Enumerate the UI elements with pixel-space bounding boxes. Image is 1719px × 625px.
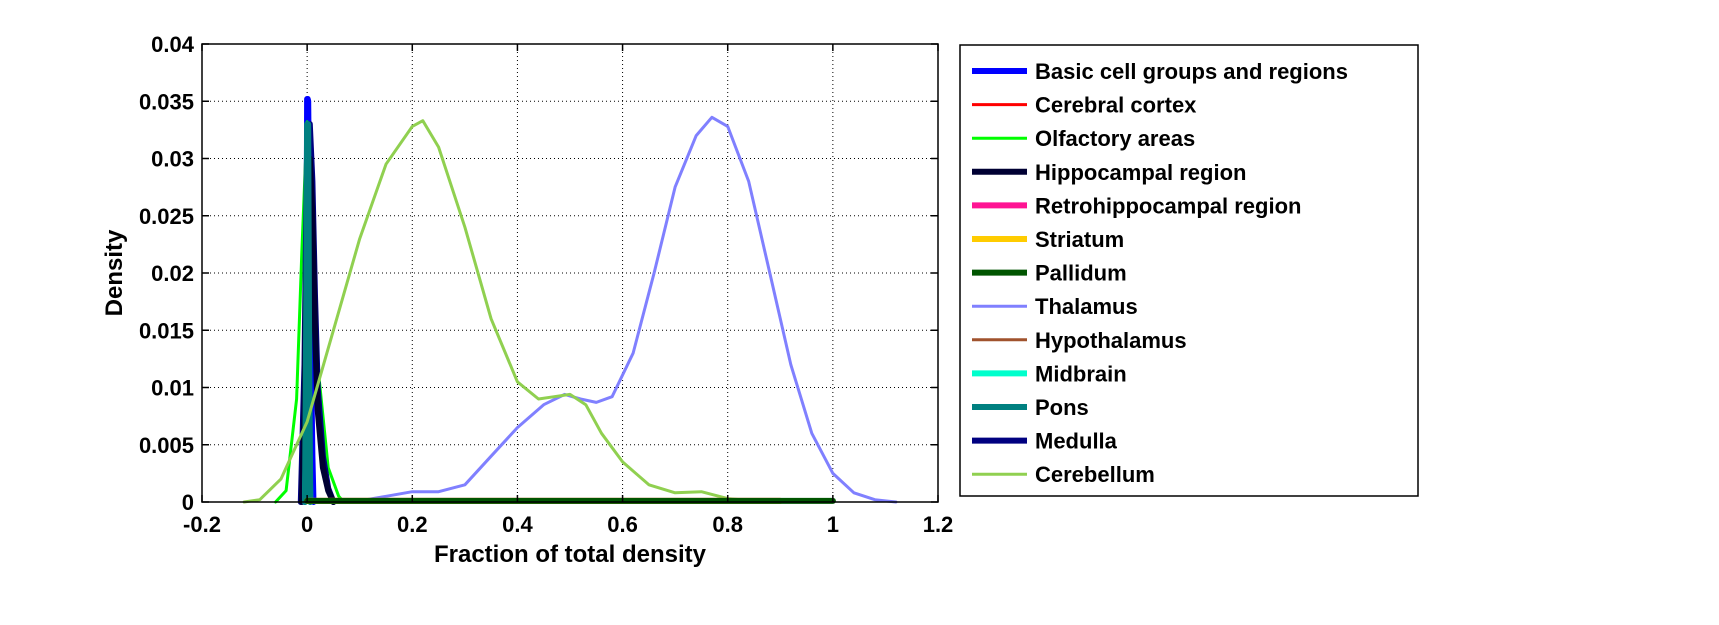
legend-label-hypothalamus: Hypothalamus <box>1035 328 1187 353</box>
legend-label-striatum: Striatum <box>1035 227 1124 252</box>
x-tick-label: 0.4 <box>502 512 533 537</box>
axis-ticks: -0.2 0 0.2 0.4 0.6 0.8 1 1.200.0050.010.0150.02… <box>139 32 953 537</box>
legend-label-olfactory-areas: Olfactory areas <box>1035 126 1195 151</box>
y-tick-label: 0.035 <box>139 89 194 114</box>
y-tick-label: 0 <box>182 490 194 515</box>
legend-label-retrohippocampal-region: Retrohippocampal region <box>1035 193 1301 218</box>
series-line-cerebellum <box>242 119 782 504</box>
y-tick-label: 0.04 <box>151 32 195 57</box>
x-tick-label: 0 <box>301 512 313 537</box>
x-tick-label: 0.2 <box>397 512 428 537</box>
x-axis-label: Fraction of total density <box>434 541 707 568</box>
series-line-thalamus <box>305 115 898 504</box>
y-axis-label: Density <box>101 229 128 316</box>
x-tick-label: 1.2 <box>923 512 954 537</box>
y-tick-label: 0.005 <box>139 433 194 458</box>
legend-label-basic-cell-groups-and-regions: Basic cell groups and regions <box>1035 59 1348 84</box>
legend-label-hippocampal-region: Hippocampal region <box>1035 160 1246 185</box>
legend-box <box>959 44 1419 497</box>
legend-label-cerebral-cortex: Cerebral cortex <box>1035 93 1197 118</box>
x-tick-label: -0.2 <box>183 512 221 537</box>
legend: Basic cell groups and regions Cerebral co… <box>959 44 1419 497</box>
x-tick-label: 0.6 <box>607 512 638 537</box>
y-tick-label: 0.03 <box>151 147 194 172</box>
y-tick-label: 0.01 <box>151 376 194 401</box>
legend-label-pallidum: Pallidum <box>1035 261 1127 286</box>
y-tick-label: 0.015 <box>139 318 194 343</box>
y-tick-label: 0.02 <box>151 261 194 286</box>
y-tick-label: 0.025 <box>139 204 194 229</box>
series-line-pons <box>302 121 314 505</box>
legend-label-cerebellum: Cerebellum <box>1035 462 1155 487</box>
x-tick-label: 0.8 <box>712 512 743 537</box>
legend-label-thalamus: Thalamus <box>1035 294 1138 319</box>
x-tick-label: 1 <box>827 512 839 537</box>
legend-label-midbrain: Midbrain <box>1035 361 1127 386</box>
grid-lines <box>202 44 938 502</box>
plot-series <box>242 96 898 505</box>
legend-label-pons: Pons <box>1035 395 1089 420</box>
legend-label-medulla: Medulla <box>1035 429 1118 454</box>
